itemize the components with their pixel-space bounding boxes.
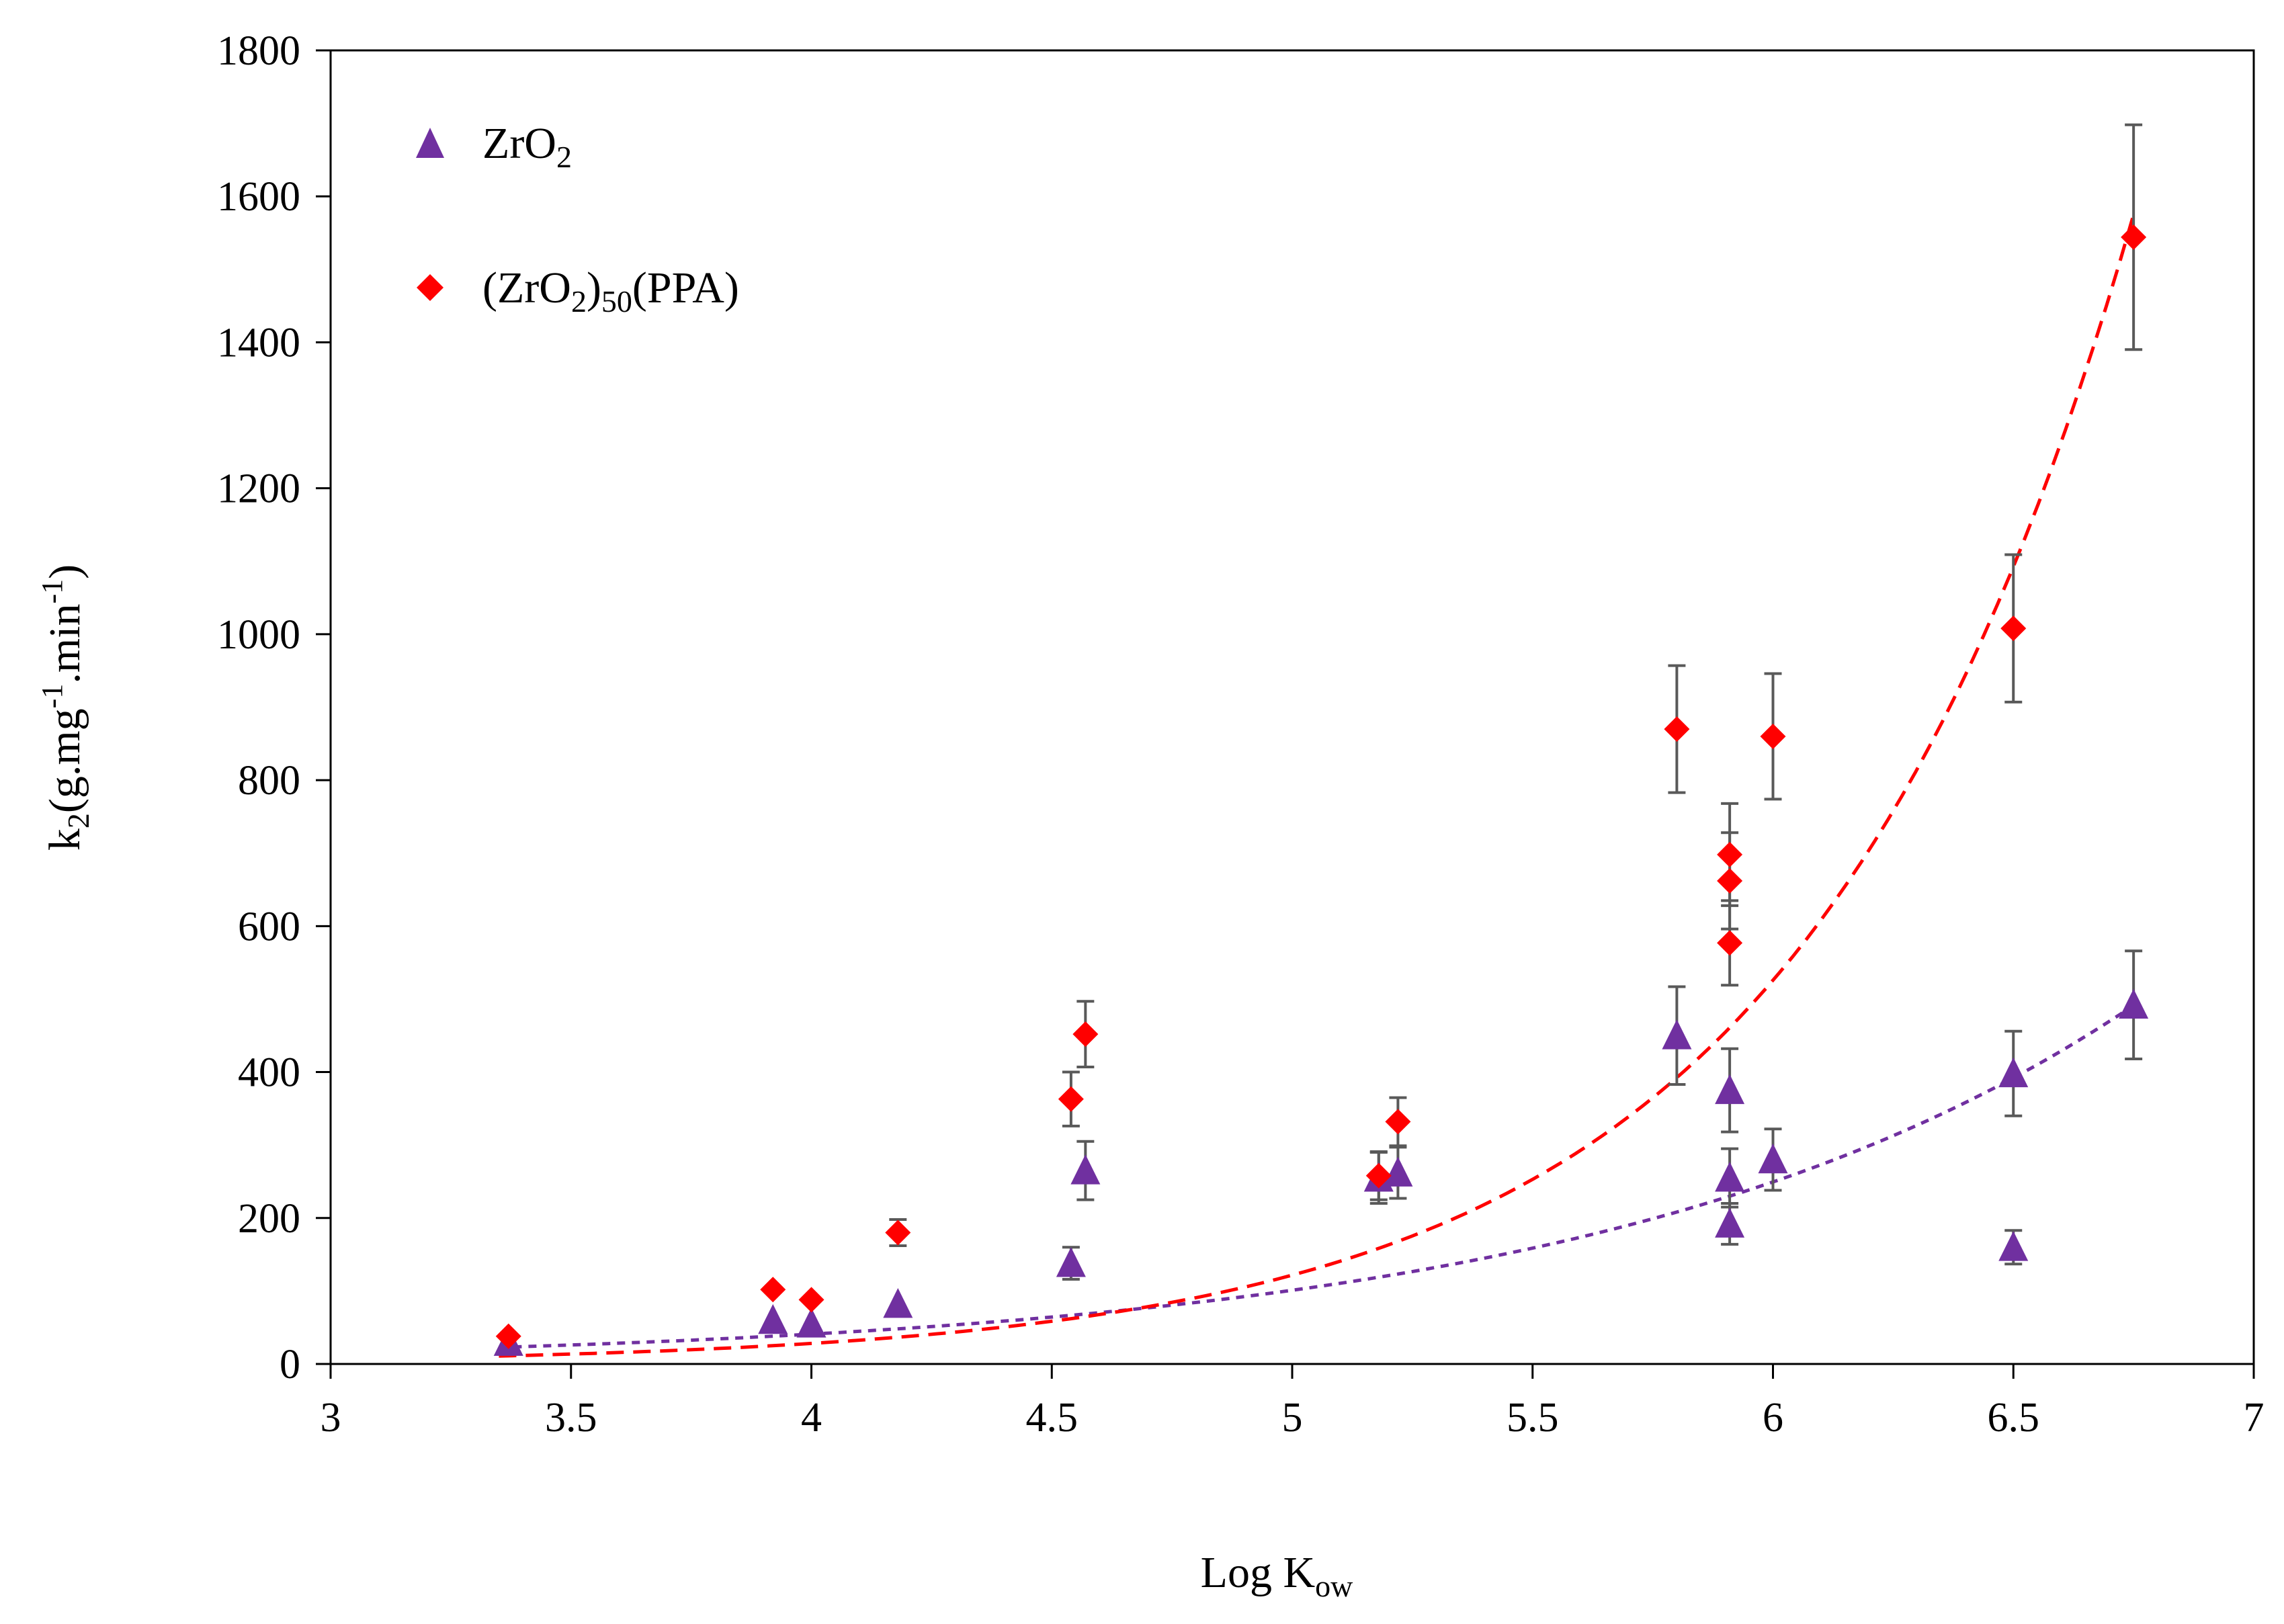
- y-tick-label: 1400: [217, 320, 300, 366]
- zro2-point: [2119, 988, 2149, 1019]
- y-tick-label: 1800: [217, 28, 300, 74]
- zro2-ppa-point: [2121, 224, 2147, 251]
- zro2-point: [1070, 1154, 1101, 1185]
- y-tick-label: 800: [238, 758, 300, 804]
- y-tick-label: 400: [238, 1050, 300, 1096]
- zro2-point: [1715, 1074, 1745, 1105]
- legend-label-zro2: ZrO2: [482, 119, 572, 174]
- x-tick-label: 3: [321, 1395, 341, 1441]
- zro2-ppa-point: [885, 1220, 911, 1246]
- zro2-ppa-point: [760, 1277, 786, 1303]
- x-axis-title: Log Kow: [1201, 1548, 1353, 1603]
- zro2-ppa-point: [495, 1323, 521, 1349]
- zro2-point: [1758, 1143, 1788, 1174]
- y-tick-label: 0: [280, 1342, 300, 1387]
- zro2-ppa-point: [2000, 615, 2027, 642]
- y-tick-label: 1000: [217, 612, 300, 658]
- zro2-point: [1998, 1057, 2029, 1088]
- x-tick-label: 5: [1282, 1395, 1303, 1441]
- zro2-point: [1998, 1231, 2029, 1261]
- zro2-point: [1715, 1207, 1745, 1238]
- data-markers: [493, 224, 2149, 1356]
- y-axis-title: k2(g.mg-1.min-1): [36, 564, 95, 851]
- y-tick-label: 1600: [217, 174, 300, 220]
- x-tick-label: 3.5: [545, 1395, 597, 1441]
- trend-lines: [499, 214, 2135, 1358]
- zro2-point: [1715, 1162, 1745, 1192]
- zro2-ppa-point: [1760, 723, 1786, 749]
- legend: ZrO2 (ZrO2)50(PPA): [416, 119, 739, 318]
- x-tick-label: 4.5: [1026, 1395, 1078, 1441]
- zro2-point: [1662, 1019, 1692, 1050]
- y-tick-label: 600: [238, 904, 300, 949]
- zro2-ppa-point: [1717, 867, 1743, 894]
- zro2-ppa-point: [1365, 1162, 1392, 1189]
- x-tick-label: 5.5: [1507, 1395, 1559, 1441]
- x-tick-label: 6.5: [1988, 1395, 2040, 1441]
- x-tick-label: 4: [801, 1395, 822, 1441]
- y-axis-ticks: 0 200 400 600 800 1000 1200 1400 1600 1800: [217, 28, 331, 1387]
- zro2-ppa-point: [1072, 1021, 1099, 1048]
- zro2-ppa-point: [1385, 1109, 1411, 1135]
- legend-item-zro2: ZrO2: [416, 119, 572, 174]
- zro2-ppa-point: [1717, 930, 1743, 956]
- zro2-point: [883, 1287, 913, 1318]
- zro2-ppa-point: [1717, 841, 1743, 867]
- legend-item-zro2-ppa: (ZrO2)50(PPA): [417, 263, 739, 318]
- legend-diamond-icon: [417, 274, 443, 301]
- zro2-point: [796, 1308, 827, 1338]
- zro2-ppa-trend-line: [499, 214, 2135, 1358]
- zro2-point: [1056, 1247, 1086, 1277]
- zro2-point: [758, 1304, 788, 1334]
- zro2-ppa-point: [798, 1287, 824, 1313]
- zro2-trend-line: [499, 1004, 2135, 1349]
- x-axis-ticks: 3 3.5 4 4.5 5 5.5 6 6.5 7: [321, 1364, 2265, 1441]
- y-tick-label: 1200: [217, 466, 300, 512]
- x-tick-label: 6: [1763, 1395, 1783, 1441]
- zro2-point: [1383, 1156, 1413, 1187]
- zro2-ppa-point: [1058, 1086, 1084, 1112]
- zro2-ppa-point: [1664, 716, 1690, 742]
- legend-label-zro2-ppa: (ZrO2)50(PPA): [482, 263, 739, 318]
- y-tick-label: 200: [238, 1196, 300, 1242]
- x-tick-label: 7: [2244, 1395, 2265, 1441]
- legend-triangle-icon: [416, 128, 444, 158]
